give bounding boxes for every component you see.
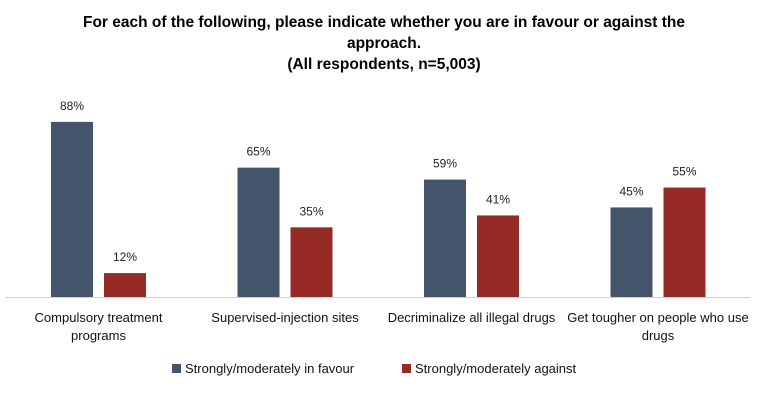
x-tick-label: Get tougher on people who use drugs	[567, 310, 749, 343]
bar	[477, 215, 519, 297]
x-tick-label: Supervised-injection sites	[211, 310, 359, 325]
x-tick-label: Compulsory treatment programs	[34, 310, 163, 343]
bar	[290, 227, 333, 297]
legend-item: Strongly/moderately against	[402, 361, 576, 376]
data-label: 35%	[299, 204, 323, 218]
bar	[237, 167, 280, 297]
bar	[424, 179, 466, 297]
legend-swatch	[172, 364, 181, 373]
bar	[104, 273, 146, 297]
data-label: 41%	[486, 192, 510, 206]
bar	[663, 187, 706, 297]
chart-title: For each of the following, please indica…	[82, 14, 686, 52]
data-label: 55%	[672, 165, 696, 179]
data-label: 88%	[60, 99, 84, 113]
legend-item: Strongly/moderately in favour	[172, 361, 354, 376]
data-label: 65%	[246, 145, 270, 159]
x-tick-label: Decriminalize all illegal drugs	[387, 310, 556, 325]
legend-label: Strongly/moderately against	[415, 361, 577, 376]
legend-label: Strongly/moderately in favour	[185, 361, 355, 376]
legend-swatch	[402, 364, 411, 373]
chart-subtitle: (All respondents, n=5,003)	[287, 56, 481, 73]
bar	[51, 121, 93, 297]
bar	[610, 207, 653, 297]
data-label: 45%	[619, 184, 643, 198]
data-label: 12%	[113, 250, 137, 264]
data-label: 59%	[433, 157, 457, 171]
